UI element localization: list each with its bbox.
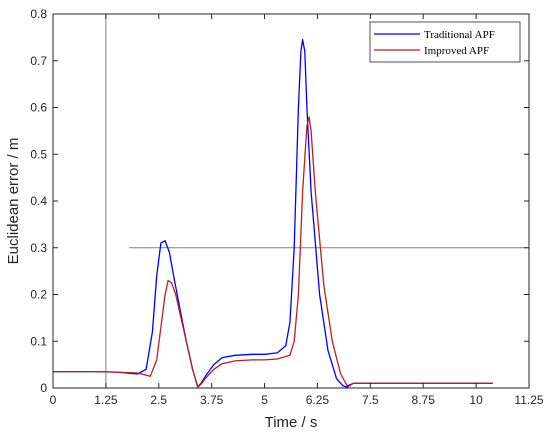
- y-tick-label: 0.4: [30, 194, 47, 208]
- x-tick-label: 3.75: [200, 393, 224, 407]
- x-tick-label: 7.5: [362, 393, 379, 407]
- series-layer: [53, 39, 493, 388]
- legend-box: [369, 21, 521, 63]
- y-tick-label: 0.1: [30, 334, 47, 348]
- x-tick-label: 1.25: [94, 393, 118, 407]
- y-axis-title: Euclidean error / m: [5, 138, 22, 265]
- reference-lines: [105, 14, 529, 388]
- x-tick-label: 0: [50, 393, 57, 407]
- y-tick-label: 0.6: [30, 101, 47, 115]
- legend-label-traditional-apf: Traditional APF: [424, 29, 495, 41]
- x-tick-label: 6.25: [306, 393, 330, 407]
- x-axis: 0 1.25 2.5 3.75 5 6.25 7.5 8.75 10 11.25: [50, 14, 544, 407]
- series-line-improved-apf: [53, 116, 493, 388]
- legend-label-improved-apf: Improved APF: [424, 45, 489, 57]
- y-tick-label: 0.3: [30, 241, 47, 255]
- y-tick-label: 0.2: [30, 288, 47, 302]
- legend: Traditional APF Improved APF: [369, 21, 521, 63]
- y-tick-label: 0: [40, 381, 47, 395]
- y-axis: 0 0.1 0.2 0.3 0.4 0.5 0.6 0.7 0.8: [30, 7, 529, 395]
- x-tick-label: 10: [469, 393, 483, 407]
- y-tick-label: 0.8: [30, 7, 47, 21]
- series-line-traditional-apf: [53, 39, 493, 388]
- x-tick-label: 11.25: [514, 393, 543, 407]
- y-tick-label: 0.7: [30, 54, 47, 68]
- x-tick-label: 2.5: [150, 393, 167, 407]
- y-tick-label: 0.5: [30, 147, 47, 161]
- x-tick-label: 5: [261, 393, 268, 407]
- x-axis-title: Time / s: [265, 414, 318, 431]
- x-tick-label: 8.75: [412, 393, 436, 407]
- plot-background: [53, 14, 529, 388]
